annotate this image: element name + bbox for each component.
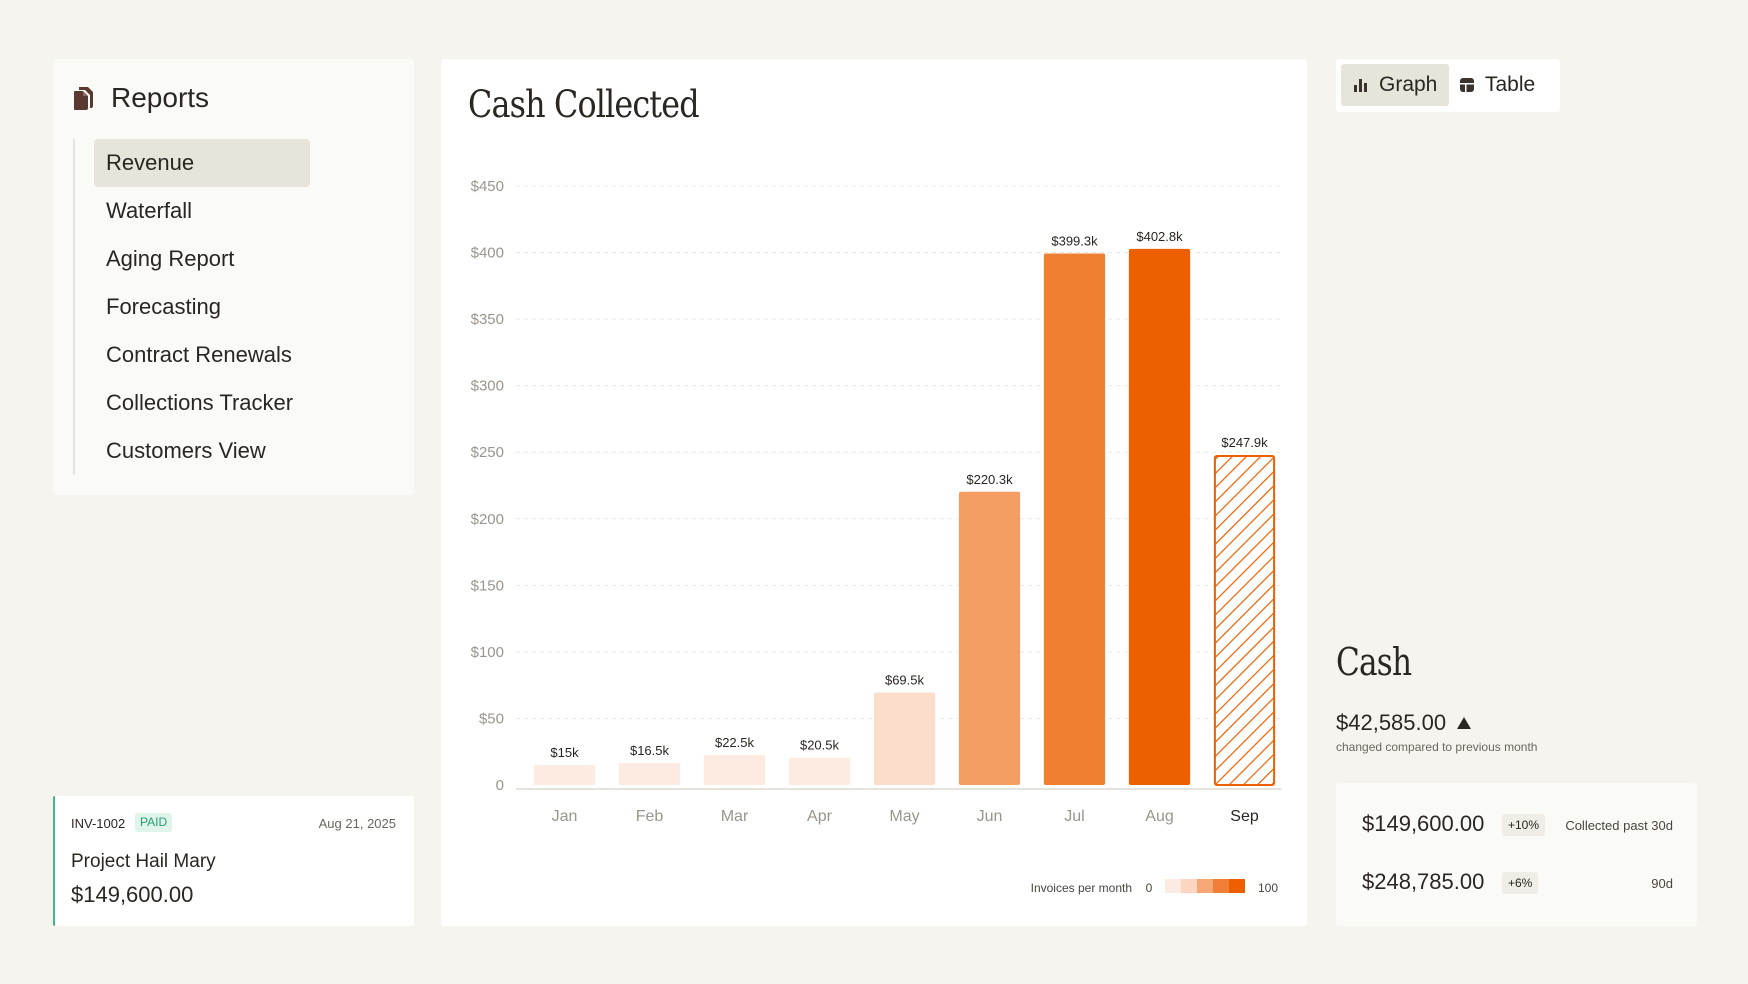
data-label: $16.5k <box>630 743 670 758</box>
sidebar-title: Reports <box>111 82 210 113</box>
y-tick-label: $100 <box>471 644 504 661</box>
cash-subtitle: changed compared to previous month <box>1336 740 1538 754</box>
x-tick-label: Jul <box>1064 808 1084 825</box>
data-label: $15k <box>550 745 579 760</box>
y-tick-label: $350 <box>471 311 504 328</box>
x-tick-label: Jan <box>552 808 578 825</box>
cash-row-amount: $248,785.00 <box>1362 869 1485 894</box>
cash-row: $149,600.00 +10% Collected past 30d <box>1336 811 1697 841</box>
y-tick-label: $200 <box>471 511 504 528</box>
sidebar-item-forecasting[interactable]: Forecasting <box>106 294 221 319</box>
data-label: $20.5k <box>800 738 840 753</box>
chart-title: Cash Collected <box>468 83 700 126</box>
bar-may <box>873 692 936 785</box>
data-label: $247.9k <box>1221 435 1268 450</box>
sidebar-item-collections-tracker[interactable]: Collections Tracker <box>106 390 294 415</box>
cash-row-label: Collected past 30d <box>1565 818 1673 833</box>
y-tick-label: $150 <box>471 577 504 594</box>
invoice-date: Aug 21, 2025 <box>318 816 396 831</box>
data-label: $22.5k <box>715 735 755 750</box>
legend-swatch <box>1229 879 1245 893</box>
bar-sep <box>1213 455 1276 786</box>
bar-jun <box>958 491 1021 785</box>
table-toggle-button[interactable]: Table <box>1447 64 1547 106</box>
legend-swatch <box>1213 879 1229 893</box>
cash-row: $248,785.00 +6% 90d <box>1336 869 1697 899</box>
data-label: $399.3k <box>1051 233 1098 248</box>
cash-value: $42,585.00 <box>1336 710 1447 735</box>
sidebar-header: Reports <box>73 82 209 114</box>
reports-sidebar: Reports Revenue Waterfall Aging Report Fore… <box>53 59 414 495</box>
x-tick-label: May <box>889 808 919 825</box>
invoice-id: INV-1002 <box>71 816 126 831</box>
triangle-up-icon <box>1457 717 1472 729</box>
view-toggle: Graph Table <box>1336 59 1560 112</box>
chart-panel: 0 $50 $100 $150 $200 $250 $300 $350 $400 $450 $15k… <box>441 59 1307 926</box>
invoice-project: Project Hail Mary <box>71 851 216 872</box>
y-tick-label: 0 <box>496 777 504 794</box>
cash-collected-chart: 0 $50 $100 $150 $200 $250 $300 $350 $400 $450 $15k… <box>471 178 1281 895</box>
legend-min: 0 <box>1146 881 1153 895</box>
cash-row-label: 90d <box>1651 876 1673 891</box>
bar-apr <box>788 757 851 785</box>
reports-icon <box>74 87 93 110</box>
legend-swatch <box>1197 879 1213 893</box>
table-icon <box>1460 78 1474 92</box>
graph-toggle-button[interactable]: Graph <box>1341 64 1450 106</box>
sidebar-item-revenue[interactable]: Revenue <box>94 139 310 187</box>
y-tick-label: $400 <box>471 245 504 262</box>
bar-aug <box>1128 248 1191 786</box>
bar-feb <box>618 763 681 785</box>
table-label: Table <box>1485 73 1536 96</box>
x-tick-label: Aug <box>1145 808 1173 825</box>
sidebar-rail <box>73 139 75 475</box>
legend-swatch <box>1181 879 1197 893</box>
data-label: $220.3k <box>966 472 1013 487</box>
legend-label: Invoices per month <box>1031 881 1132 895</box>
invoice-amount: $149,600.00 <box>71 882 194 907</box>
cash-breakdown-card: $149,600.00 +10% Collected past 30d $248… <box>1336 783 1697 926</box>
status-badge: PAID <box>135 813 173 832</box>
x-tick-label: Apr <box>807 808 833 825</box>
data-label: $69.5k <box>885 672 925 687</box>
x-tick-label: Sep <box>1230 808 1259 825</box>
x-tick-label: Mar <box>721 808 749 825</box>
y-tick-label: $50 <box>479 710 504 727</box>
data-label: $402.8k <box>1136 229 1183 244</box>
cash-title: Cash <box>1336 640 1412 684</box>
sidebar-item-waterfall[interactable]: Waterfall <box>106 198 192 223</box>
bar-jan <box>533 765 596 785</box>
x-tick-label: Jun <box>977 808 1003 825</box>
graph-label: Graph <box>1379 73 1438 96</box>
y-tick-label: $450 <box>471 178 504 195</box>
bar-chart-icon <box>1354 79 1367 92</box>
x-tick-label: Feb <box>636 808 664 825</box>
sidebar-item-aging-report[interactable]: Aging Report <box>106 246 235 271</box>
legend-max: 100 <box>1258 881 1278 895</box>
sidebar-item-contract-renewals[interactable]: Contract Renewals <box>106 342 292 367</box>
legend-swatch <box>1165 879 1181 893</box>
y-tick-label: $250 <box>471 444 504 461</box>
bar-mar <box>703 755 766 785</box>
sidebar-nav: Revenue Waterfall Aging Report Forecasting C… <box>94 139 354 475</box>
bar-jul <box>1043 253 1106 786</box>
cash-row-change: +6% <box>1502 872 1539 894</box>
cash-row-change: +10% <box>1502 814 1546 836</box>
cash-row-amount: $149,600.00 <box>1362 811 1485 836</box>
sidebar-item-customers-view[interactable]: Customers View <box>106 438 266 463</box>
invoice-card[interactable]: INV-1002 PAID Aug 21, 2025 Project Hail … <box>53 796 414 926</box>
y-tick-label: $300 <box>471 378 504 395</box>
cash-value-row: $42,585.00 <box>1336 710 1472 736</box>
